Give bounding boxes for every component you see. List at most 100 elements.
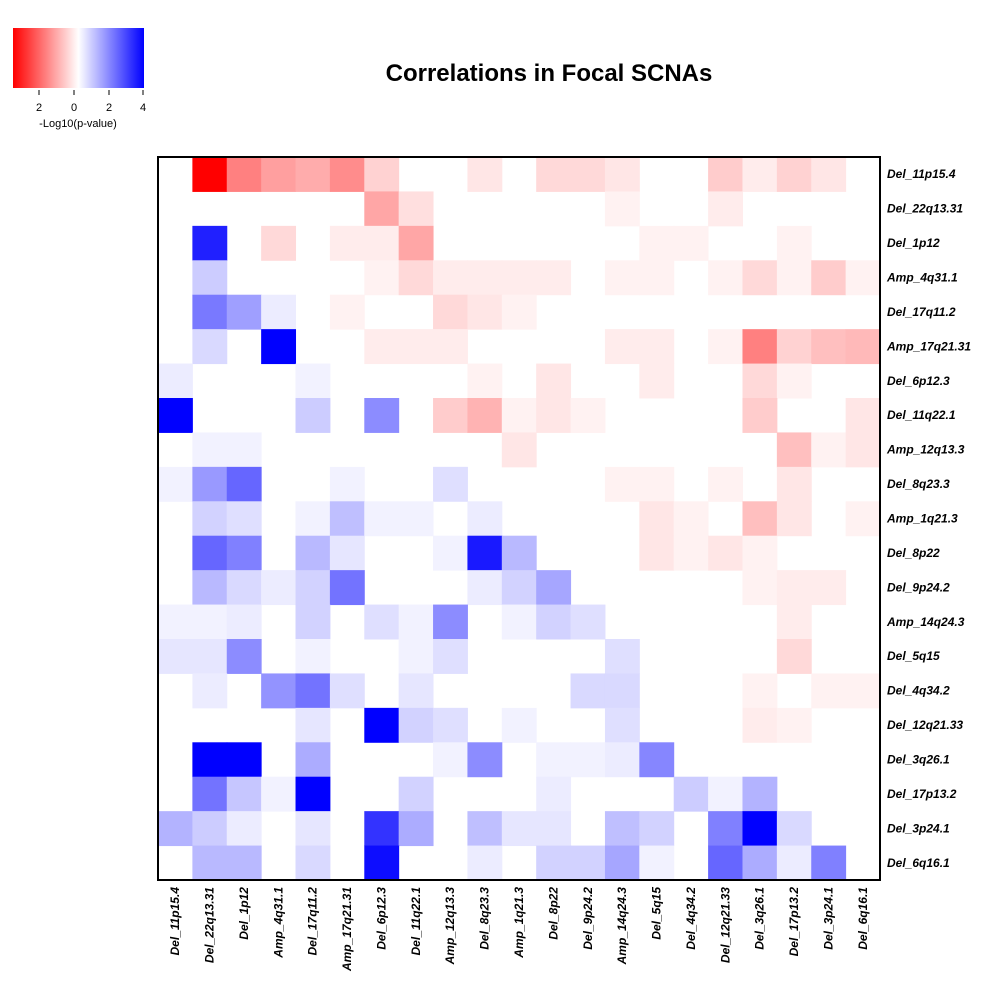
heatmap-cell <box>364 225 400 261</box>
heatmap-cell <box>226 811 262 847</box>
heatmap-cell <box>604 707 640 743</box>
heatmap-cell <box>295 398 331 433</box>
heatmap-cell <box>329 466 365 502</box>
heatmap-cell <box>226 157 262 192</box>
heatmap-cell <box>811 673 847 709</box>
heatmap-cell <box>226 570 262 606</box>
heatmap-cell <box>776 329 812 365</box>
heatmap-cell <box>226 742 262 778</box>
heatmap-cell <box>811 329 847 365</box>
heatmap-cell <box>536 398 572 433</box>
heatmap-cell <box>742 570 778 606</box>
heatmap-cell <box>295 604 331 640</box>
heatmap-cell <box>398 501 434 537</box>
heatmap-cell <box>261 294 297 330</box>
column-label: Del_11p15.4 <box>168 887 182 956</box>
heatmap-cell <box>604 157 640 192</box>
heatmap-cell <box>295 363 331 399</box>
column-label: Del_3p24.1 <box>821 887 835 950</box>
heatmap-cell <box>226 535 262 571</box>
heatmap-cell <box>570 604 606 640</box>
heatmap-cell <box>776 466 812 502</box>
heatmap-cell <box>398 811 434 847</box>
heatmap-cell <box>570 398 606 433</box>
heatmap-cell <box>811 260 847 296</box>
heatmap-cell <box>501 294 537 330</box>
heatmap-cell <box>261 225 297 261</box>
heatmap-cell <box>433 260 468 296</box>
heatmap-cell <box>226 604 262 640</box>
row-label: Amp_14q24.3 <box>886 615 965 629</box>
heatmap-cell <box>433 535 468 571</box>
heatmap-cell <box>742 398 778 433</box>
heatmap-cell <box>639 742 675 778</box>
heatmap-cell <box>570 673 606 709</box>
heatmap-cell <box>364 811 400 847</box>
heatmap-cell <box>536 570 572 606</box>
heatmap-cell <box>536 776 572 812</box>
heatmap-cell <box>433 604 468 640</box>
heatmap-cell <box>364 398 400 433</box>
heatmap-cell <box>329 535 365 571</box>
heatmap-cell <box>329 294 365 330</box>
heatmap-cell <box>192 260 228 296</box>
heatmap-cell <box>501 535 537 571</box>
heatmap-cell <box>329 501 365 537</box>
column-label: Del_5q15 <box>650 887 664 940</box>
heatmap-cell <box>467 157 503 192</box>
heatmap-cell <box>776 604 812 640</box>
heatmap-cell <box>811 432 847 468</box>
column-label: Del_17p13.2 <box>787 887 801 957</box>
heatmap-cell <box>776 260 812 296</box>
heatmap-cell <box>604 260 640 296</box>
row-label: Del_17p13.2 <box>887 787 957 801</box>
heatmap-cell <box>398 707 434 743</box>
heatmap-cell <box>364 329 400 365</box>
heatmap-cell <box>364 260 400 296</box>
heatmap-cell <box>467 811 503 847</box>
heatmap-cell <box>536 845 572 881</box>
row-label: Del_9p24.2 <box>887 580 950 594</box>
heatmap-cell <box>158 811 193 847</box>
heatmap-cell <box>295 776 331 812</box>
heatmap-cell <box>192 466 228 502</box>
heatmap-cell <box>295 742 331 778</box>
heatmap-cell <box>364 157 400 192</box>
heatmap-cell <box>776 639 812 674</box>
heatmap-cell <box>295 535 331 571</box>
heatmap-cell <box>536 363 572 399</box>
heatmap-cell <box>433 707 468 743</box>
heatmap-cell <box>433 398 468 433</box>
heatmap-cell <box>295 811 331 847</box>
heatmap-cell <box>364 845 400 881</box>
heatmap-cell <box>467 398 503 433</box>
row-labels: Del_11p15.4 Del_22q13.31 Del_1p12 Amp_4q31.… <box>886 167 971 870</box>
heatmap-cell <box>467 501 503 537</box>
row-label: Del_1p12 <box>887 236 940 250</box>
heatmap-cell <box>776 707 812 743</box>
heatmap-cell <box>536 742 572 778</box>
heatmap-cell <box>192 535 228 571</box>
column-label: Del_8q23.3 <box>478 887 492 950</box>
heatmap-cell <box>295 673 331 709</box>
heatmap-cell <box>261 157 297 192</box>
heatmap-cell <box>226 776 262 812</box>
row-label: Amp_4q31.1 <box>886 271 958 285</box>
heatmap-cell <box>501 570 537 606</box>
heatmap-cell <box>398 329 434 365</box>
heatmap-cell <box>192 811 228 847</box>
heatmap-cell <box>192 225 228 261</box>
heatmap-cell <box>639 260 675 296</box>
heatmap-cell <box>673 501 709 537</box>
heatmap-cell <box>364 604 400 640</box>
heatmap-cell <box>433 329 468 365</box>
heatmap-cell <box>639 466 675 502</box>
heatmap-cell <box>639 535 675 571</box>
heatmap-cell <box>261 570 297 606</box>
heatmap-cell <box>329 673 365 709</box>
row-label: Del_3q26.1 <box>887 753 950 767</box>
heatmap-cell <box>192 157 228 192</box>
heatmap-cell <box>226 501 262 537</box>
